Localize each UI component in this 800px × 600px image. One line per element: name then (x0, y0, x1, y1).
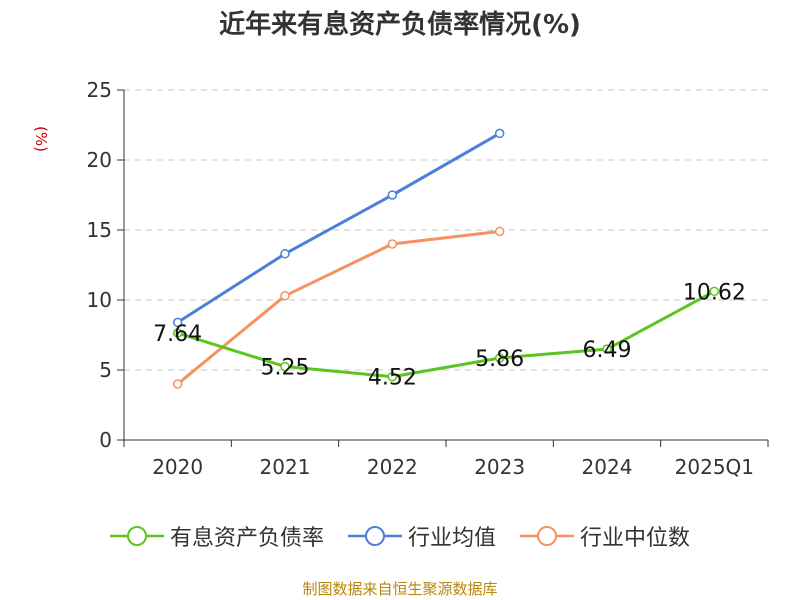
data-point (709, 286, 720, 297)
y-tick-label: 5 (99, 358, 112, 382)
y-tick-label: 25 (87, 78, 112, 102)
x-tick-label: 2023 (474, 455, 525, 479)
data-point (280, 361, 290, 372)
data-point (172, 328, 183, 338)
legend-item[interactable]: 有息资产负债率 (109, 520, 324, 552)
data-label: 6.49 (583, 338, 632, 363)
data-point (494, 353, 505, 363)
series-points (172, 128, 720, 389)
data-point (172, 379, 183, 389)
data-point (280, 249, 290, 259)
legend-line-circle-icon (520, 526, 574, 546)
series-line (176, 132, 501, 324)
data-point (494, 226, 505, 237)
legend-line-circle-icon (109, 526, 164, 546)
data-label: 7.64 (153, 322, 202, 347)
series-lines (176, 132, 716, 386)
x-tick-label: 2024 (582, 455, 633, 479)
y-tick-label: 0 (99, 428, 112, 452)
source-note: 制图数据来自恒生聚源数据库 (302, 580, 498, 598)
legend-line-circle-icon (347, 526, 402, 546)
data-label: 10.62 (683, 280, 746, 305)
chart-title: 近年来有息资产负债率情况(%) (219, 10, 581, 40)
legend-item[interactable]: 行业中位数 (520, 520, 690, 552)
legend-label: 行业均值 (407, 526, 496, 551)
data-point (387, 190, 398, 200)
data-point (387, 371, 398, 382)
legend-item[interactable]: 行业均值 (347, 520, 496, 552)
data-point (280, 291, 290, 301)
data-label: 5.86 (475, 347, 524, 372)
y-tick-label: 15 (87, 218, 112, 242)
data-point (602, 344, 612, 354)
axes: 0 5 10 15 20 25 2020 2021 2022 2023 2024 2025Q1 (87, 78, 769, 479)
series-line (176, 229, 500, 386)
data-point (172, 317, 183, 328)
data-label: 4.52 (368, 366, 417, 391)
series-line (177, 289, 716, 379)
legend-label: 有息资产负债率 (169, 526, 324, 551)
x-tick-label: 2022 (367, 455, 418, 479)
y-tick-label: 10 (87, 288, 112, 312)
legend: 有息资产负债率 行业均值 行业中位数 (0, 520, 800, 552)
x-tick-label: 2020 (152, 455, 203, 479)
x-tick-label: 2021 (260, 455, 311, 479)
data-point (387, 239, 398, 249)
data-point (494, 128, 505, 139)
y-tick-label: 20 (87, 148, 112, 172)
x-tick-label: 2025Q1 (675, 455, 754, 479)
data-label: 5.25 (261, 356, 310, 381)
gridlines (124, 89, 768, 371)
data-labels: 7.64 5.25 4.52 5.86 6.49 10.62 (153, 280, 746, 390)
legend-label: 行业中位数 (580, 526, 691, 551)
